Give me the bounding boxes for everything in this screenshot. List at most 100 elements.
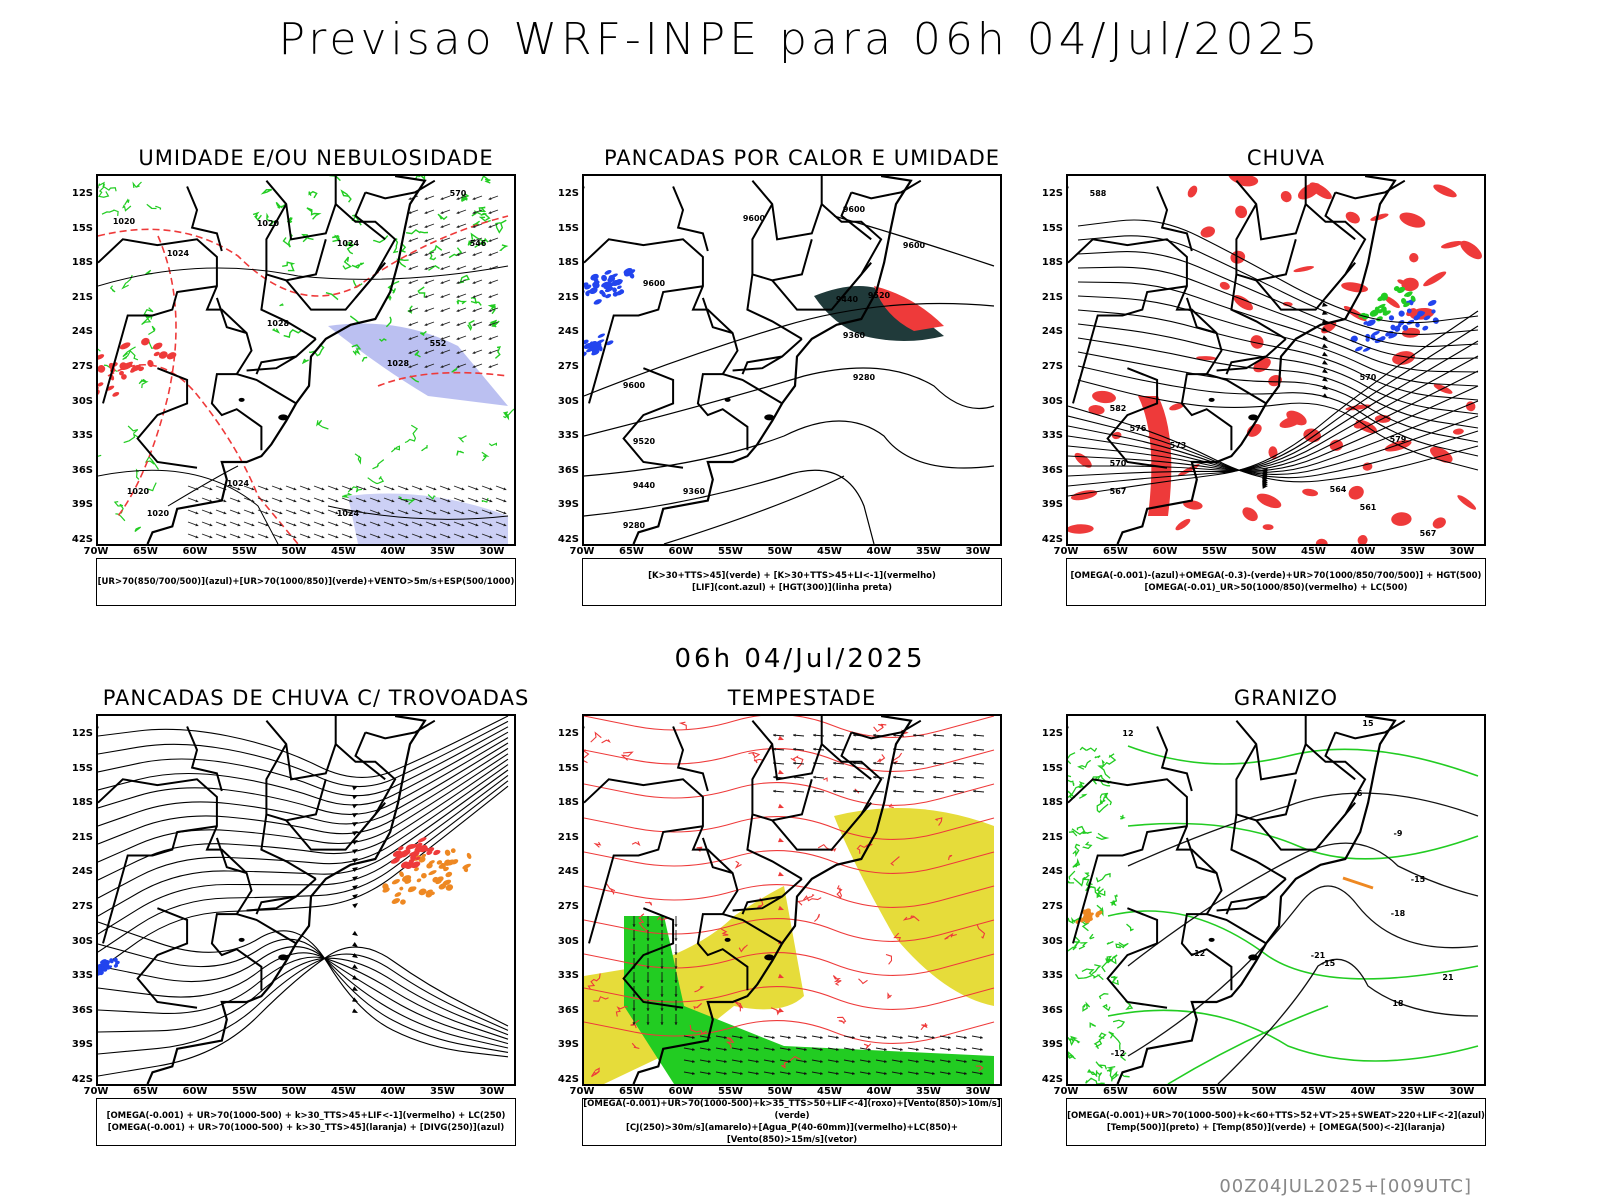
wind-vector — [440, 337, 444, 340]
omega-area-blue — [1415, 322, 1420, 328]
isobar — [98, 265, 509, 287]
panel-title: TEMPESTADE — [727, 686, 877, 710]
lat-tick-label: 30S — [557, 935, 579, 947]
country-border — [1072, 825, 1188, 944]
country-border — [246, 895, 297, 912]
lon-tick-label: 50W — [1251, 1086, 1277, 1097]
lc-250-streamline — [98, 726, 509, 797]
country-border — [622, 367, 684, 469]
wind-vector — [440, 239, 444, 242]
wind-vector — [461, 523, 465, 527]
height-500-streamline-arrow — [1322, 343, 1328, 348]
wind-vector — [916, 1047, 919, 1051]
country-border — [1206, 373, 1267, 405]
wind-vector — [408, 267, 412, 270]
wind-vector — [461, 511, 465, 515]
temp-850-contour-green — [1101, 753, 1117, 769]
wind-vector — [793, 789, 796, 793]
streamline-850-red — [823, 777, 828, 782]
wind-vector — [456, 267, 460, 270]
lon-tick-label: 30W — [965, 1086, 991, 1097]
country-border — [186, 726, 223, 792]
wind-vector — [833, 775, 836, 779]
contour-label: 1020 — [147, 509, 170, 518]
height-500-streamline — [1077, 379, 1479, 471]
wind-vector — [424, 225, 428, 228]
humidity-contour-green — [123, 433, 140, 444]
humidity-contour-green — [283, 329, 302, 338]
humidity-contour-green — [148, 325, 156, 336]
temp-850-contour-green — [1124, 1000, 1134, 1010]
wind-vector — [456, 239, 460, 242]
humidity-contour-green — [141, 315, 153, 325]
wind-vector — [873, 761, 876, 765]
wind-vector — [488, 309, 492, 312]
streamline-850-red — [885, 953, 893, 965]
lat-tick-label: 12S — [71, 728, 93, 739]
lat-tick-label: 24S — [557, 326, 579, 338]
temp-850-contour-green — [1073, 876, 1086, 887]
temp-850-contour-green — [1095, 1032, 1107, 1048]
contour-label: 570 — [1360, 373, 1377, 382]
lat-tick-label: 30S — [1041, 935, 1063, 947]
country-border — [1305, 743, 1367, 839]
lat-tick-label: 33S — [71, 970, 93, 982]
contour-label: 552 — [430, 339, 447, 348]
temp-850-contour-green — [1127, 745, 1479, 777]
precipitation-area-red — [1384, 295, 1400, 309]
legend-box: [OMEGA(-0.001)+UR>70(1000-500)+k>35_TTS>… — [582, 1098, 1002, 1146]
instability-area-orange — [438, 883, 447, 890]
panel-title: CHUVA — [1246, 146, 1326, 170]
contour-label: 573 — [1170, 441, 1187, 450]
contour-label: 9280 — [853, 373, 876, 382]
lon-tick-label: 55W — [1202, 1086, 1227, 1097]
wind-vector — [335, 511, 339, 515]
contour-label: -15 — [1321, 959, 1336, 968]
lon-tick-label: 55W — [718, 1086, 743, 1097]
wind-vector — [660, 924, 664, 927]
instability-area-orange — [445, 871, 453, 878]
streamline-850-red — [893, 932, 901, 942]
map-plot — [584, 716, 995, 1084]
wind-vector — [307, 487, 311, 491]
omega-area-blue — [1427, 300, 1437, 306]
legend-line: [LIF](cont.azul) + [HGT(300)](linha pret… — [691, 583, 893, 593]
temp-850-contour-green — [1069, 1038, 1081, 1046]
lon-tick-label: 50W — [767, 546, 793, 557]
humidity-contour-green — [437, 213, 448, 221]
wind-vector — [335, 523, 339, 527]
temp-850-contour-green — [1120, 814, 1126, 820]
instability-area-red — [414, 842, 423, 848]
lon-tick-label: 30W — [479, 1086, 505, 1097]
precipitation-area-red — [1399, 212, 1426, 228]
wind-vector — [408, 309, 412, 312]
wind-vector — [456, 309, 460, 312]
wind-vector — [321, 511, 325, 515]
precipitation-area-red — [1315, 538, 1328, 544]
country-border — [354, 192, 386, 241]
humidity-contour-green — [155, 205, 162, 210]
wind-vector — [933, 761, 936, 765]
lat-tick-label: 12S — [557, 728, 579, 739]
map-frame: 9600 9600 9600 9600 9520 9440 9360 9280 9600 9520… — [582, 174, 1002, 546]
streamline-850-red-arrow — [778, 837, 784, 843]
humidity-contour-green — [301, 233, 314, 243]
wind-vector — [646, 924, 650, 927]
wind-vector — [674, 994, 678, 997]
wind-vector — [456, 365, 460, 368]
streamline-850-red — [876, 754, 886, 764]
humidity-contour-green — [146, 203, 157, 210]
country-border — [1235, 743, 1297, 822]
lon-tick-label: 60W — [182, 1086, 208, 1097]
streamline-850-red-arrow — [778, 803, 784, 809]
height-500-streamline — [1077, 219, 1479, 324]
wind-vector — [424, 337, 428, 340]
divergence-area-blue — [100, 959, 107, 964]
precipitation-area-red — [1432, 517, 1446, 529]
lon-tick-label: 40W — [380, 546, 406, 557]
lon-tick-label: 35W — [916, 546, 941, 557]
lon-tick-label: 30W — [479, 546, 505, 557]
wind-vector — [440, 267, 444, 270]
lon-tick-label: 35W — [916, 1086, 941, 1097]
humidity-contour-green — [143, 307, 154, 316]
